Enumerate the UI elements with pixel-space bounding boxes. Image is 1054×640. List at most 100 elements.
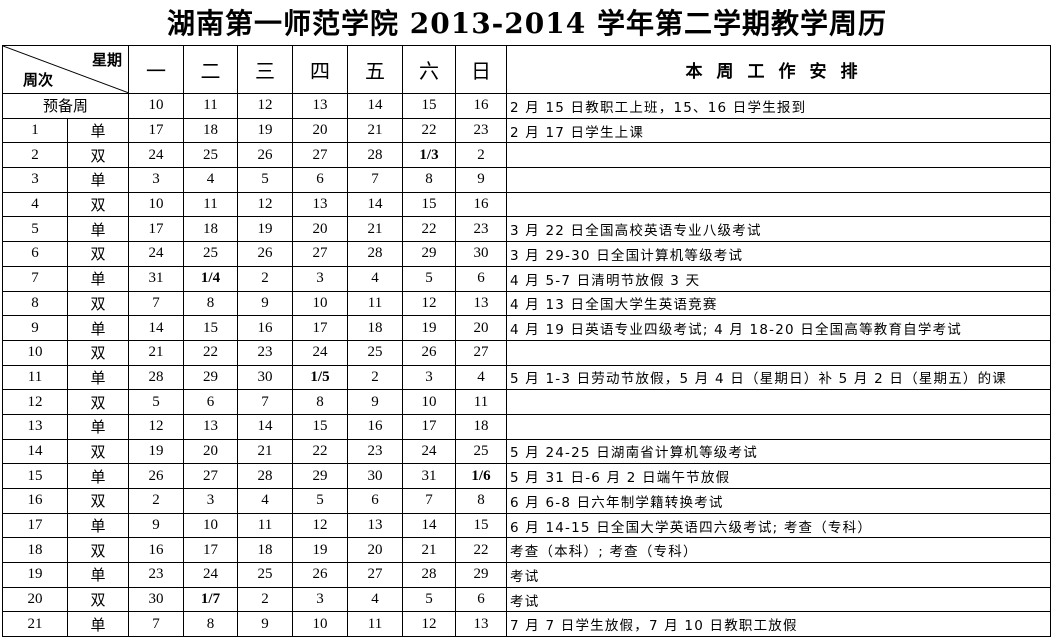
parity-cell: 单 bbox=[67, 463, 129, 489]
date-cell: 13 bbox=[292, 93, 348, 119]
table-row: 5 单 17 18 19 20 21 22 23 3 月 22 日全国高校英语专业八级考试 bbox=[2, 216, 1051, 243]
parity-cell: 单 bbox=[67, 364, 129, 391]
day-header: 日 bbox=[455, 45, 507, 94]
parity-cell: 单 bbox=[67, 315, 129, 341]
date-cell: 5 bbox=[292, 488, 348, 514]
weekday-label: 星期 bbox=[91, 53, 122, 69]
date-cell: 19 bbox=[237, 117, 293, 144]
date-cell: 21 bbox=[347, 216, 403, 243]
table-row: 4 双 10 11 12 13 14 15 16 bbox=[2, 191, 1051, 218]
date-cell: 8 bbox=[402, 167, 456, 193]
diagonal-line bbox=[3, 46, 128, 93]
date-cell: 23 bbox=[128, 562, 184, 588]
week-cell: 14 bbox=[2, 438, 68, 465]
date-cell: 9 bbox=[128, 512, 184, 539]
day-header: 一 bbox=[128, 45, 184, 94]
date-cell: 22 bbox=[402, 216, 456, 243]
note-cell bbox=[506, 413, 1051, 440]
note-cell: 6 月 6-8 日六年制学籍转换考试 bbox=[506, 488, 1051, 514]
date-cell: 13 bbox=[347, 512, 403, 539]
table-row: 11 单 28 29 30 1/5 2 3 4 5 月 1-3 日劳动节放假，5 月 4 日（星期… bbox=[2, 364, 1051, 391]
date-cell: 24 bbox=[128, 241, 184, 267]
date-cell: 10 bbox=[128, 93, 184, 119]
note-cell: 5 月 1-3 日劳动节放假，5 月 4 日（星期日）补 5 月 2 日（星期五… bbox=[506, 364, 1051, 391]
date-cell: 3 bbox=[128, 167, 184, 193]
date-cell: 7 bbox=[237, 389, 293, 415]
date-cell: 23 bbox=[347, 438, 403, 465]
date-cell: 6 bbox=[292, 167, 348, 193]
date-cell: 26 bbox=[292, 562, 348, 588]
date-cell: 29 bbox=[183, 364, 238, 391]
note-cell bbox=[506, 339, 1051, 366]
date-cell: 17 bbox=[128, 117, 184, 144]
day-header: 二 bbox=[183, 45, 238, 94]
date-cell: 11 bbox=[347, 611, 403, 638]
date-cell: 27 bbox=[292, 142, 348, 169]
parity-cell: 单 bbox=[67, 265, 129, 292]
note-cell: 考查（本科）; 考查（专科） bbox=[506, 537, 1051, 564]
calendar-table: 星期 周次 一 二 三 四 五 六 日 本周工作安排 预备周 10 11 12 13 14… bbox=[2, 45, 1051, 638]
date-cell: 3 bbox=[183, 488, 238, 514]
parity-cell: 双 bbox=[67, 290, 129, 317]
date-cell: 21 bbox=[402, 537, 456, 564]
date-cell: 5 bbox=[402, 586, 456, 613]
date-cell: 23 bbox=[455, 117, 507, 144]
date-cell: 4 bbox=[237, 488, 293, 514]
table-row: 1 单 17 18 19 20 21 22 23 2 月 17 日学生上课 bbox=[2, 117, 1051, 144]
parity-cell: 双 bbox=[67, 586, 129, 613]
date-cell: 16 bbox=[347, 413, 403, 440]
date-cell: 25 bbox=[183, 241, 238, 267]
date-cell: 20 bbox=[183, 438, 238, 465]
date-cell: 14 bbox=[402, 512, 456, 539]
date-cell: 27 bbox=[455, 339, 507, 366]
table-row: 16 双 2 3 4 5 6 7 8 6 月 6-8 日六年制学籍转换考试 bbox=[2, 488, 1051, 514]
date-cell: 23 bbox=[237, 339, 293, 366]
date-cell: 3 bbox=[402, 364, 456, 391]
day-header: 五 bbox=[347, 45, 403, 94]
date-cell: 11 bbox=[183, 191, 238, 218]
table-row: 预备周 10 11 12 13 14 15 16 2 月 15 日教职工上班，15、16 日学生… bbox=[2, 93, 1051, 119]
date-cell: 12 bbox=[237, 191, 293, 218]
note-cell: 4 月 19 日英语专业四级考试; 4 月 18-20 日全国高等教育自学考试 bbox=[506, 315, 1051, 341]
date-cell: 18 bbox=[183, 216, 238, 243]
parity-cell: 单 bbox=[67, 117, 129, 144]
week-cell: 4 bbox=[2, 191, 68, 218]
date-cell: 20 bbox=[292, 216, 348, 243]
date-cell: 2 bbox=[455, 142, 507, 169]
date-cell: 28 bbox=[128, 364, 184, 391]
date-cell: 20 bbox=[347, 537, 403, 564]
week-cell: 1 bbox=[2, 117, 68, 144]
date-cell: 24 bbox=[402, 438, 456, 465]
date-cell: 14 bbox=[128, 315, 184, 341]
parity-cell: 双 bbox=[67, 389, 129, 415]
date-cell: 26 bbox=[237, 241, 293, 267]
parity-cell: 双 bbox=[67, 488, 129, 514]
date-cell: 2 bbox=[237, 586, 293, 613]
date-cell: 30 bbox=[347, 463, 403, 489]
date-cell: 30 bbox=[237, 364, 293, 391]
date-cell: 4 bbox=[455, 364, 507, 391]
date-cell: 20 bbox=[455, 315, 507, 341]
table-row: 12 双 5 6 7 8 9 10 11 bbox=[2, 389, 1051, 415]
header-row: 星期 周次 一 二 三 四 五 六 日 本周工作安排 bbox=[2, 45, 1051, 94]
date-cell: 26 bbox=[402, 339, 456, 366]
date-cell: 9 bbox=[455, 167, 507, 193]
date-cell: 31 bbox=[402, 463, 456, 489]
parity-cell: 双 bbox=[67, 241, 129, 267]
date-cell: 24 bbox=[292, 339, 348, 366]
corner-header: 星期 周次 bbox=[2, 45, 129, 94]
week-cell: 15 bbox=[2, 463, 68, 489]
week-cell: 11 bbox=[2, 364, 68, 391]
date-cell: 12 bbox=[402, 290, 456, 317]
table-row: 18 双 16 17 18 19 20 21 22 考查（本科）; 考查（专科） bbox=[2, 537, 1051, 564]
date-cell: 8 bbox=[292, 389, 348, 415]
date-cell: 21 bbox=[128, 339, 184, 366]
note-cell: 3 月 29-30 日全国计算机等级考试 bbox=[506, 241, 1051, 267]
week-cell: 16 bbox=[2, 488, 68, 514]
date-cell: 4 bbox=[183, 167, 238, 193]
date-cell: 17 bbox=[128, 216, 184, 243]
date-cell: 2 bbox=[237, 265, 293, 292]
date-cell: 2 bbox=[347, 364, 403, 391]
date-cell: 11 bbox=[237, 512, 293, 539]
